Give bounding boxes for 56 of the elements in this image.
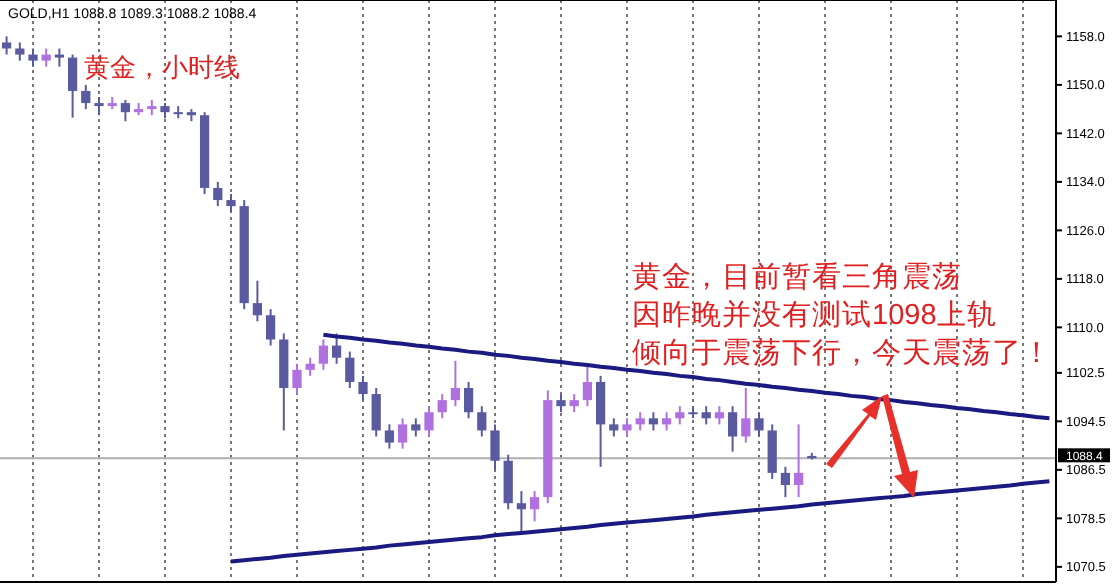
candlestick bbox=[411, 417, 421, 438]
annotation: 黄金，小时线 bbox=[84, 52, 240, 82]
candlestick bbox=[94, 96, 104, 117]
candlestick bbox=[120, 99, 131, 123]
candlestick bbox=[358, 374, 368, 402]
candlestick bbox=[595, 374, 606, 468]
candlestick bbox=[529, 490, 540, 523]
candlestick bbox=[767, 423, 777, 480]
line-series bbox=[229, 479, 1052, 564]
candlestick bbox=[345, 350, 355, 389]
candlestick bbox=[714, 405, 725, 426]
candlestick bbox=[28, 47, 38, 68]
line-series bbox=[321, 332, 1052, 421]
candlestick bbox=[727, 405, 738, 453]
candlestick bbox=[384, 423, 395, 450]
candlestick bbox=[397, 417, 408, 450]
annotation: 因昨晚并没有测试1098上轨 bbox=[632, 298, 997, 332]
candlestick bbox=[503, 453, 513, 511]
candlestick bbox=[213, 180, 223, 208]
candlestick bbox=[661, 411, 672, 432]
candlestick bbox=[793, 423, 804, 499]
candlestick bbox=[780, 465, 791, 499]
candlestick bbox=[450, 359, 461, 408]
candlestick bbox=[265, 308, 276, 347]
candlestick bbox=[675, 405, 685, 426]
candlestick bbox=[292, 362, 302, 396]
candlestick bbox=[490, 423, 500, 471]
candlestick bbox=[582, 365, 593, 408]
candlestick bbox=[648, 411, 659, 432]
candlestick bbox=[15, 41, 25, 62]
candlestick bbox=[463, 380, 474, 420]
candlestick bbox=[437, 393, 447, 420]
candlestick bbox=[701, 405, 711, 426]
candlestick bbox=[635, 411, 645, 432]
candlestick bbox=[609, 417, 619, 438]
candlestick bbox=[477, 405, 487, 438]
candlestick bbox=[252, 279, 263, 323]
candlestick bbox=[741, 387, 751, 444]
candlestick bbox=[318, 338, 329, 371]
annotation: 黄金，目前暂看三角震荡 bbox=[632, 260, 962, 294]
candlestick bbox=[516, 490, 527, 533]
candlestick bbox=[424, 405, 434, 438]
candlestick bbox=[556, 393, 566, 414]
candlestick bbox=[331, 332, 342, 365]
candlestick bbox=[81, 83, 91, 111]
candlestick bbox=[622, 417, 632, 438]
annotation: 倾向于震荡下行，今天震荡了！ bbox=[632, 336, 1052, 370]
candlestick bbox=[569, 393, 579, 414]
candlestick bbox=[754, 411, 764, 438]
candlestick bbox=[41, 47, 51, 68]
candlestick bbox=[67, 53, 78, 119]
candlestick bbox=[1, 35, 12, 56]
candlestick bbox=[371, 387, 381, 438]
candlestick bbox=[305, 356, 315, 377]
candlestick bbox=[226, 193, 236, 214]
candlestick bbox=[54, 47, 65, 68]
